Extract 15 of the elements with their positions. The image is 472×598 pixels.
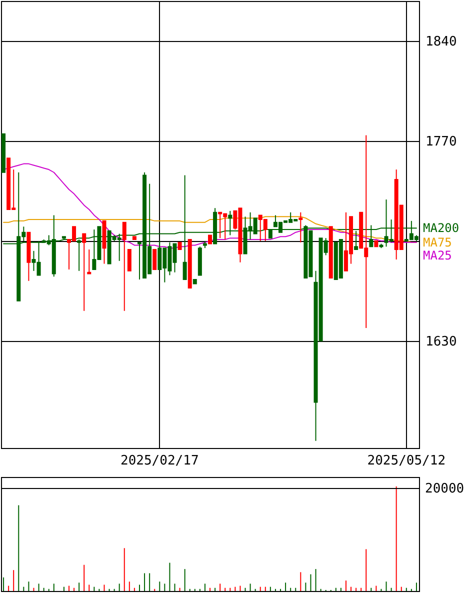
text: 20000 (425, 482, 464, 497)
y-tick-label: 1840 (426, 34, 457, 50)
candlestick (82, 233, 86, 312)
x-tick-label: 2025/05/12 (367, 454, 446, 468)
y-tick-label: 1770 (426, 134, 457, 150)
candlestick (152, 248, 157, 270)
series-label: MA200 (423, 221, 460, 236)
x-tick-label: 2025/02/17 (120, 454, 199, 468)
candlestick (122, 222, 126, 312)
candlestick (127, 248, 132, 272)
candlestick (87, 248, 92, 274)
y-tick-label: 1630 (426, 334, 457, 350)
candlestick (298, 212, 303, 243)
series-label: MA75 (423, 235, 452, 250)
series-label: MA25 (423, 248, 452, 262)
